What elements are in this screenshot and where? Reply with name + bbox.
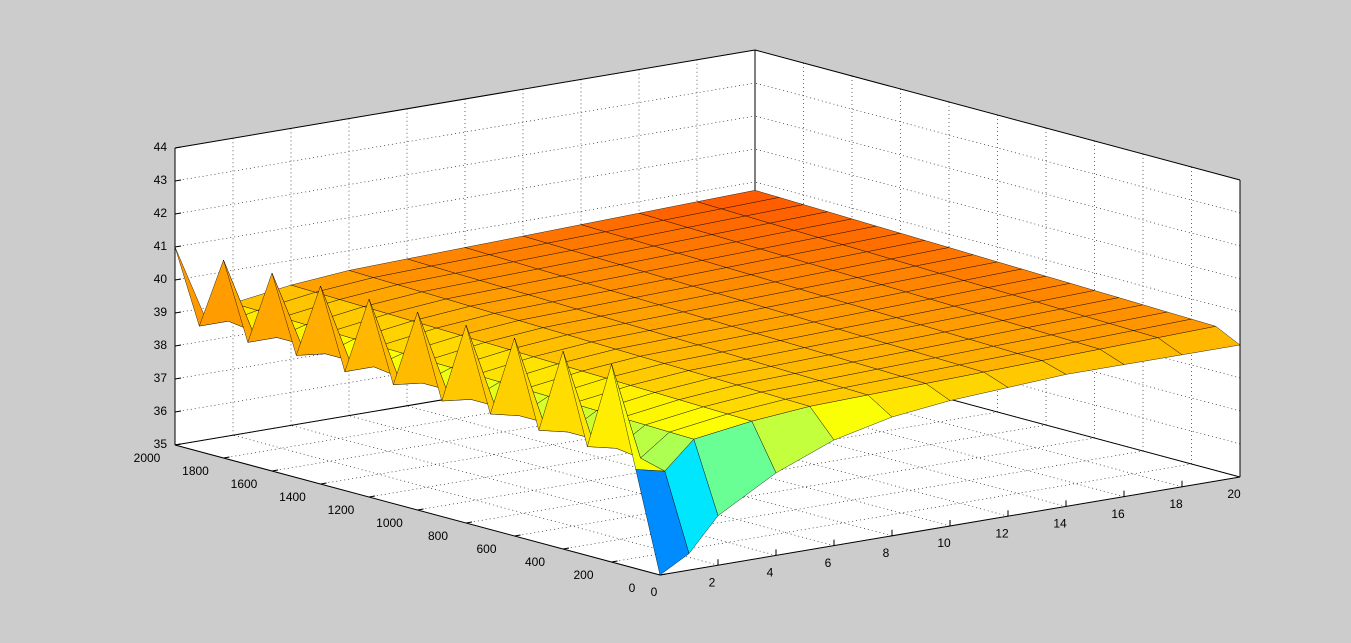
y-tick-label: 2000 <box>134 451 161 465</box>
tick-mark <box>174 245 182 248</box>
tick-mark <box>320 482 327 485</box>
tick-mark <box>174 179 182 182</box>
tick-mark <box>174 377 182 380</box>
tick-mark <box>465 521 473 524</box>
x-tick-label: 6 <box>825 556 832 570</box>
y-tick-label: 400 <box>525 555 545 569</box>
z-tick-label: 42 <box>154 206 168 220</box>
axis-line <box>174 49 756 149</box>
y-tick-label: 1200 <box>328 503 355 517</box>
surface <box>174 190 1241 576</box>
y-tick-label: 0 <box>629 581 636 595</box>
tick-mark <box>174 212 182 215</box>
y-tick-label: 200 <box>573 568 593 582</box>
z-tick-label: 43 <box>154 173 168 187</box>
x-tick-label: 18 <box>1169 497 1183 511</box>
z-tick-label: 40 <box>154 272 168 286</box>
x-tick-label: 14 <box>1053 517 1067 531</box>
z-tick-label: 37 <box>154 371 168 385</box>
x-tick-label: 2 <box>709 575 716 589</box>
tick-mark <box>417 508 424 511</box>
x-tick-label: 4 <box>767 566 774 580</box>
z-tick-label: 35 <box>154 437 168 451</box>
y-tick-label: 1600 <box>231 477 258 491</box>
tick-mark <box>174 344 182 347</box>
z-tick-label: 36 <box>154 404 168 418</box>
tick-mark <box>368 495 376 498</box>
z-tick-label: 44 <box>154 140 168 154</box>
y-tick-label: 800 <box>428 529 448 543</box>
tick-mark <box>514 534 521 537</box>
tick-mark <box>223 456 230 459</box>
y-tick-label: 1000 <box>376 516 403 530</box>
z-tick-label: 38 <box>154 338 168 352</box>
tick-mark <box>611 560 618 563</box>
tick-mark <box>174 311 182 314</box>
tick-mark <box>174 146 182 149</box>
y-tick-label: 1800 <box>182 464 209 478</box>
surface-patch <box>635 469 690 576</box>
tick-mark <box>174 410 182 413</box>
tick-mark <box>271 469 279 472</box>
x-tick-label: 10 <box>937 536 951 550</box>
x-tick-label: 16 <box>1111 507 1125 521</box>
x-tick-label: 20 <box>1227 487 1241 501</box>
tick-mark <box>174 278 182 281</box>
y-tick-label: 1400 <box>279 490 306 504</box>
z-tick-label: 41 <box>154 239 168 253</box>
tick-mark <box>659 573 667 576</box>
tick-mark <box>174 443 182 446</box>
y-tick-label: 600 <box>476 542 496 556</box>
tick-mark <box>562 547 570 550</box>
x-tick-label: 8 <box>883 546 890 560</box>
z-tick-label: 39 <box>154 305 168 319</box>
axis-line <box>754 49 1241 181</box>
x-tick-label: 0 <box>651 585 658 599</box>
x-tick-label: 12 <box>995 526 1009 540</box>
